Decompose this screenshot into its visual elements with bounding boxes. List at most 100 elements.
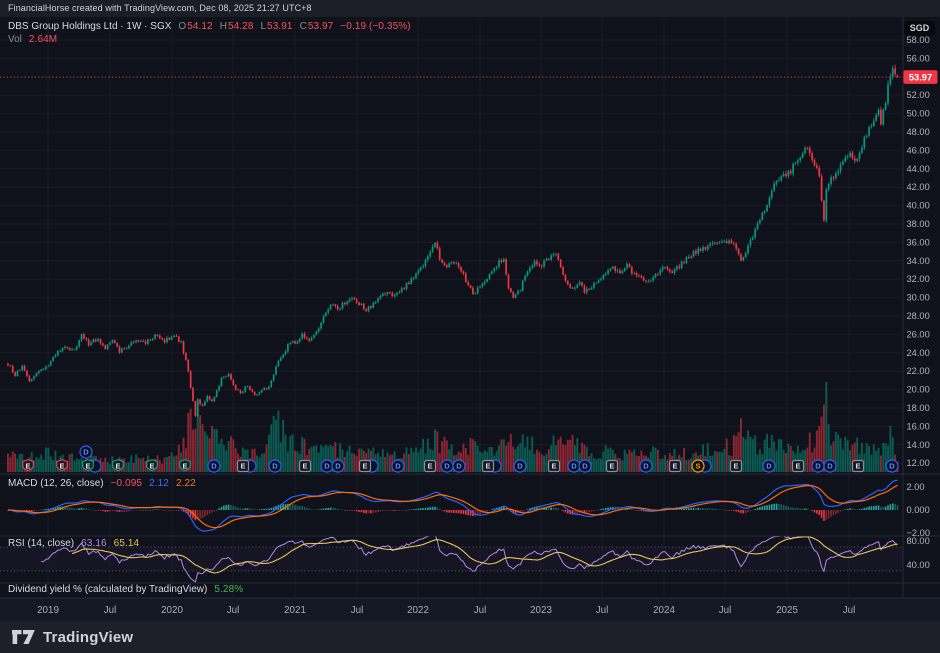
event-badge-E[interactable]: E	[236, 459, 257, 473]
svg-text:Jul: Jul	[104, 605, 117, 616]
svg-text:26.00: 26.00	[907, 329, 930, 339]
svg-text:D: D	[643, 462, 649, 471]
svg-text:E: E	[795, 462, 800, 471]
event-badge-D[interactable]: D	[885, 459, 899, 473]
tradingview-logo-icon[interactable]	[12, 630, 35, 644]
chart-canvas[interactable]: E EDE E E E D E D E D D E D E D D E D E D D E D E S E D E D D E D58.005…	[0, 17, 940, 621]
svg-text:E: E	[485, 462, 490, 471]
svg-text:D: D	[766, 462, 772, 471]
svg-text:D: D	[582, 462, 588, 471]
svg-text:2025: 2025	[776, 605, 798, 616]
svg-text:2024: 2024	[653, 605, 675, 616]
event-badge-E[interactable]: E	[423, 459, 437, 473]
event-badge-D[interactable]: D	[811, 459, 825, 473]
svg-text:40.00: 40.00	[907, 201, 930, 211]
attribution-text: FinancialHorse created with TradingView.…	[8, 3, 312, 13]
event-badge-D[interactable]: D	[391, 459, 405, 473]
event-badge-D[interactable]: D	[762, 459, 776, 473]
event-badge-E[interactable]: E	[791, 459, 805, 473]
event-badge-E[interactable]: E	[851, 459, 865, 473]
svg-text:0.000: 0.000	[907, 505, 930, 515]
event-badge-D[interactable]: D	[207, 459, 221, 473]
event-badge-D[interactable]: D	[268, 459, 282, 473]
svg-text:D: D	[335, 462, 341, 471]
svg-text:E: E	[25, 462, 30, 471]
svg-text:E: E	[85, 462, 90, 471]
svg-text:D: D	[395, 462, 401, 471]
svg-text:38.00: 38.00	[907, 219, 930, 229]
event-badge-E[interactable]: E	[729, 459, 743, 473]
svg-text:D: D	[827, 462, 833, 471]
candlestick-series	[7, 64, 899, 418]
event-badge-E[interactable]: E	[22, 459, 34, 472]
svg-text:24.00: 24.00	[907, 348, 930, 358]
svg-text:E: E	[149, 462, 154, 471]
svg-text:2020: 2020	[161, 605, 183, 616]
event-badge-D[interactable]: D	[79, 445, 93, 459]
svg-text:S: S	[695, 462, 700, 471]
last-price-badge: 53.97	[903, 70, 938, 84]
svg-text:D: D	[889, 462, 895, 471]
svg-text:28.00: 28.00	[907, 311, 930, 321]
macd-pane	[7, 479, 899, 532]
svg-text:20.00: 20.00	[907, 385, 930, 395]
svg-text:53.97: 53.97	[909, 72, 932, 82]
event-badge-E[interactable]: E	[112, 459, 124, 472]
rsi-pane	[0, 536, 903, 583]
currency-button[interactable]: SGD	[904, 21, 935, 35]
svg-text:D: D	[83, 448, 89, 457]
svg-text:2021: 2021	[284, 605, 306, 616]
svg-text:2023: 2023	[530, 605, 552, 616]
event-badge-D[interactable]: D	[320, 459, 334, 473]
svg-text:D: D	[456, 462, 462, 471]
svg-text:52.00: 52.00	[907, 90, 930, 100]
event-badge-S[interactable]: S	[691, 459, 712, 473]
svg-text:E: E	[115, 462, 120, 471]
svg-text:56.00: 56.00	[907, 53, 930, 63]
svg-text:D: D	[272, 462, 278, 471]
svg-text:2.00: 2.00	[907, 482, 925, 492]
attribution-bar: FinancialHorse created with TradingView.…	[0, 0, 940, 17]
event-badge-D[interactable]: D	[331, 459, 345, 473]
svg-text:58.00: 58.00	[907, 35, 930, 45]
event-badge-E[interactable]: E	[668, 459, 682, 473]
event-badge-E[interactable]: E	[146, 459, 158, 472]
price-axis[interactable]: 58.00 56.00 52.00 50.00 48.00 46.00 44.00 42.00…	[903, 21, 938, 570]
grid-lines	[0, 17, 940, 621]
footer-bar: TradingView	[0, 621, 940, 653]
event-badge-E[interactable]: E	[56, 459, 68, 472]
svg-text:E: E	[855, 462, 860, 471]
event-badge-E[interactable]: E	[358, 459, 379, 473]
svg-text:Jul: Jul	[843, 605, 856, 616]
event-badge-E[interactable]: E	[547, 459, 561, 473]
chart-area[interactable]: E E D E E E E D E D E D D E D E D D E D E D D E D E S E D E D D E D 58.00 5…	[0, 17, 940, 621]
event-badge-E[interactable]: E	[605, 459, 619, 473]
event-badge-E[interactable]: E	[481, 459, 502, 473]
svg-text:40.00: 40.00	[907, 560, 930, 570]
svg-text:E: E	[551, 462, 556, 471]
event-badge-E[interactable]: E	[298, 459, 312, 473]
event-badge-D[interactable]: D	[513, 459, 527, 473]
svg-text:D: D	[571, 462, 577, 471]
svg-text:42.00: 42.00	[907, 182, 930, 192]
svg-text:80.00: 80.00	[907, 536, 930, 546]
svg-text:22.00: 22.00	[907, 366, 930, 376]
svg-text:50.00: 50.00	[907, 109, 930, 119]
svg-text:D: D	[211, 462, 217, 471]
event-badge-D[interactable]: D	[823, 459, 837, 473]
svg-text:E: E	[427, 462, 432, 471]
svg-text:Jul: Jul	[474, 605, 487, 616]
event-badge-D[interactable]: D	[440, 459, 454, 473]
event-badge-D[interactable]: D	[639, 459, 653, 473]
event-badge-D[interactable]: D	[578, 459, 592, 473]
svg-text:E: E	[59, 462, 64, 471]
event-badge-D[interactable]: D	[452, 459, 466, 473]
svg-text:48.00: 48.00	[907, 127, 930, 137]
event-badge-E[interactable]: E	[179, 459, 191, 472]
event-badge-E[interactable]: E	[82, 459, 102, 473]
time-axis[interactable]: 2019 Jul 2020 Jul 2021 Jul 2022 Jul 2023 Jul 2024 J…	[37, 605, 855, 616]
svg-text:D: D	[815, 462, 821, 471]
tradingview-wordmark[interactable]: TradingView	[43, 628, 134, 646]
event-badge-D[interactable]: D	[567, 459, 581, 473]
